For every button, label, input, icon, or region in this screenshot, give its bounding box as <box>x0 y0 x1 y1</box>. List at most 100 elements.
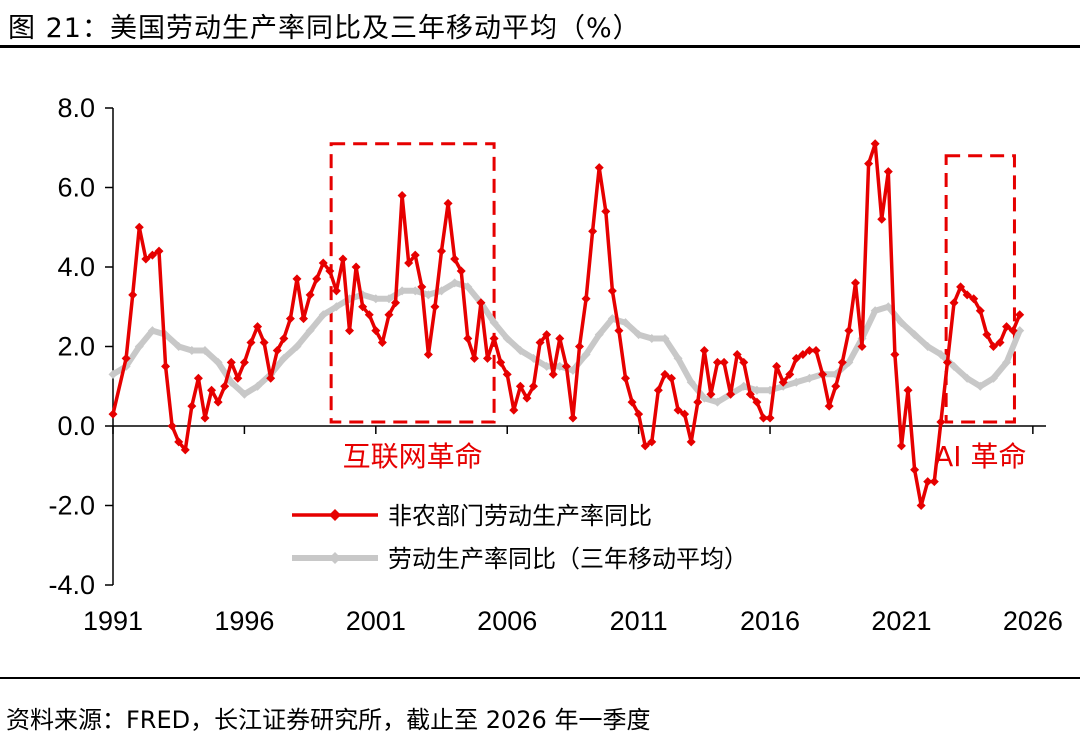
yoy-series-point <box>765 413 775 423</box>
yoy-series-point <box>857 342 867 351</box>
yoy-series-point <box>969 294 979 304</box>
yoy-series-point <box>437 246 447 256</box>
yoy-series-point <box>811 345 821 355</box>
yoy-series-point <box>680 409 690 419</box>
ma-series-point <box>712 397 722 407</box>
yoy-series-point <box>463 334 473 344</box>
annotation-label: AI 革命 <box>934 440 1026 473</box>
yoy-series-point <box>121 353 131 363</box>
ma-series-point <box>752 385 762 395</box>
ma-series-point <box>949 361 959 371</box>
ma-series-point <box>108 369 118 379</box>
yoy-series-point <box>956 282 966 292</box>
ma-series-point <box>253 381 263 391</box>
ma-series-point <box>660 334 670 344</box>
y-tick-label: 6.0 <box>57 173 95 203</box>
ma-series-point <box>397 286 407 296</box>
yoy-series-point <box>601 206 611 216</box>
yoy-series-point <box>535 338 545 348</box>
ma-series-point <box>410 286 420 296</box>
yoy-series-line <box>111 142 1022 508</box>
ma-series-point <box>542 361 552 371</box>
yoy-series-point <box>634 409 644 419</box>
yoy-series-point <box>890 349 900 359</box>
yoy-series-point <box>266 373 276 383</box>
legend-label: 劳动生产率同比（三年移动平均） <box>388 545 748 573</box>
yoy-series-point <box>824 401 834 411</box>
y-tick-label: 8.0 <box>57 93 95 123</box>
y-tick-label: 4.0 <box>57 252 95 282</box>
yoy-series-point <box>147 250 157 260</box>
yoy-series-point <box>391 298 401 308</box>
yoy-series-point <box>483 353 493 363</box>
yoy-series-point <box>397 190 407 200</box>
yoy-series-point <box>1002 322 1012 332</box>
ma-series-point <box>371 294 381 304</box>
yoy-series-point <box>778 377 788 387</box>
ma-series-point <box>555 361 565 371</box>
yoy-series-point <box>798 349 808 359</box>
ma-series-point <box>502 334 512 344</box>
x-tick-label: 2016 <box>740 606 800 636</box>
ma-series-point <box>910 330 920 340</box>
yoy-series-point <box>456 266 466 276</box>
yoy-series-point <box>108 409 118 419</box>
yoy-series-point <box>850 278 860 288</box>
yoy-series-point <box>640 441 650 451</box>
ma-series-point <box>686 377 696 387</box>
y-tick-label: -4.0 <box>48 570 95 600</box>
yoy-series-point <box>305 290 315 300</box>
yoy-series-point <box>594 163 604 173</box>
ma-series-point <box>292 342 302 351</box>
yoy-series-point <box>351 262 361 272</box>
yoy-series-point <box>739 357 749 367</box>
ma-series-point <box>804 373 814 383</box>
yoy-series-point <box>220 381 230 391</box>
yoy-series-point <box>141 254 151 264</box>
legend-marker <box>329 509 341 521</box>
yoy-series-point <box>831 381 841 391</box>
yoy-series-point <box>923 477 933 487</box>
ma-series-point <box>634 330 644 340</box>
yoy-series-point <box>975 306 985 316</box>
yoy-series-point <box>929 477 939 487</box>
yoy-series-point <box>732 349 742 359</box>
yoy-series-point <box>752 397 762 407</box>
yoy-series-point <box>870 139 880 149</box>
annotation-label: 互联网革命 <box>343 440 483 473</box>
yoy-series-point <box>936 417 946 427</box>
yoy-series-point <box>279 334 289 344</box>
ma-series-point <box>174 342 184 351</box>
yoy-series-point <box>384 310 394 320</box>
yoy-series-point <box>660 369 670 379</box>
yoy-series-point <box>686 437 696 447</box>
yoy-series-point <box>259 338 269 348</box>
yoy-series-point <box>883 167 893 177</box>
ma-series-point <box>936 349 946 359</box>
yoy-series-point <box>627 397 637 407</box>
yoy-series-point <box>818 369 828 379</box>
series-yoy <box>108 139 1025 510</box>
yoy-series-point <box>371 326 381 336</box>
ma-series-point <box>279 353 289 363</box>
y-tick-label: 2.0 <box>57 332 95 362</box>
yoy-series-point <box>988 342 998 351</box>
x-tick-label: 2001 <box>346 606 406 636</box>
ma-series-point <box>437 286 447 296</box>
ma-series-point <box>739 381 749 391</box>
yoy-series-point <box>542 330 552 340</box>
yoy-series-point <box>614 326 624 336</box>
yoy-series-point <box>653 385 663 395</box>
yoy-series-point <box>949 298 959 308</box>
ma-series-point <box>134 342 144 351</box>
yoy-series-point <box>693 397 703 407</box>
yoy-series-point <box>417 282 427 292</box>
legend-label: 非农部门劳动生产率同比 <box>388 502 652 530</box>
yoy-series-point <box>299 314 309 324</box>
yoy-series-point <box>673 405 683 415</box>
yoy-series-point <box>213 397 223 407</box>
yoy-series-point <box>272 345 282 355</box>
yoy-series-point <box>910 465 920 475</box>
yoy-series-point <box>134 222 144 232</box>
